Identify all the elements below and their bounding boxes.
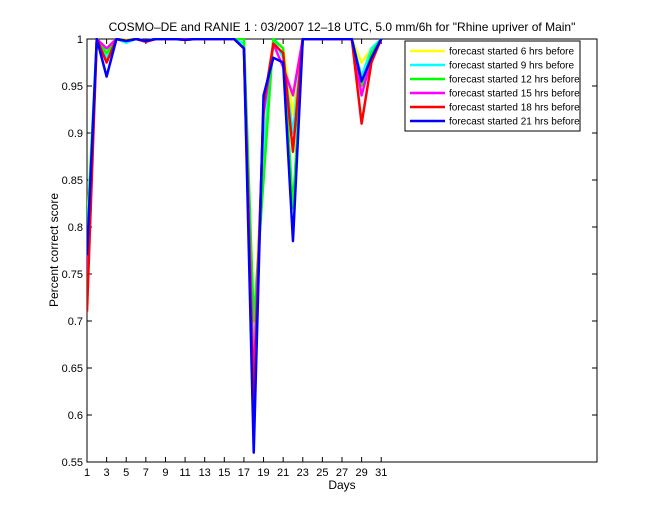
x-tick-label: 23 — [297, 467, 309, 479]
y-tick-label: 0.95 — [62, 81, 83, 93]
legend-label: forecast started 15 hrs before — [449, 89, 580, 100]
x-tick-label: 1 — [84, 467, 90, 479]
x-tick-label: 7 — [143, 467, 149, 479]
x-tick-label: 29 — [355, 467, 367, 479]
legend-label: forecast started 21 hrs before — [449, 117, 580, 128]
x-tick-label: 19 — [257, 467, 269, 479]
y-tick-label: 0.75 — [62, 269, 83, 281]
y-tick-label: 0.6 — [68, 410, 83, 422]
x-tick-label: 11 — [179, 467, 190, 479]
y-tick-label: 0.55 — [62, 457, 83, 469]
x-tick-label: 27 — [336, 467, 348, 479]
legend-label: forecast started 6 hrs before — [449, 47, 575, 58]
y-axis-label: Percent correct score — [47, 193, 61, 307]
x-tick-label: 17 — [238, 467, 250, 479]
x-tick-label: 15 — [218, 467, 230, 479]
x-tick-label: 3 — [104, 467, 110, 479]
x-axis-label: Days — [328, 478, 355, 492]
x-tick-label: 13 — [199, 467, 211, 479]
y-tick-label: 0.65 — [62, 363, 83, 375]
series-line — [87, 38, 383, 454]
y-tick-label: 0.9 — [68, 128, 83, 140]
x-tick-label: 31 — [375, 467, 387, 479]
y-tick-label: 1 — [77, 34, 83, 46]
x-tick-label: 21 — [277, 467, 289, 479]
x-tick-label: 25 — [316, 467, 328, 479]
chart-title: COSMO–DE and RANIE 1 : 03/2007 12–18 UTC… — [109, 20, 576, 34]
legend-label: forecast started 9 hrs before — [449, 61, 575, 72]
x-tick-label: 9 — [162, 467, 168, 479]
y-tick-label: 0.7 — [68, 316, 83, 328]
y-tick-label: 0.8 — [68, 222, 83, 234]
legend-label: forecast started 12 hrs before — [449, 75, 580, 86]
x-tick-label: 5 — [123, 467, 129, 479]
legend-label: forecast started 18 hrs before — [449, 103, 580, 114]
y-tick-label: 0.85 — [62, 175, 83, 187]
legend-box — [404, 40, 581, 132]
